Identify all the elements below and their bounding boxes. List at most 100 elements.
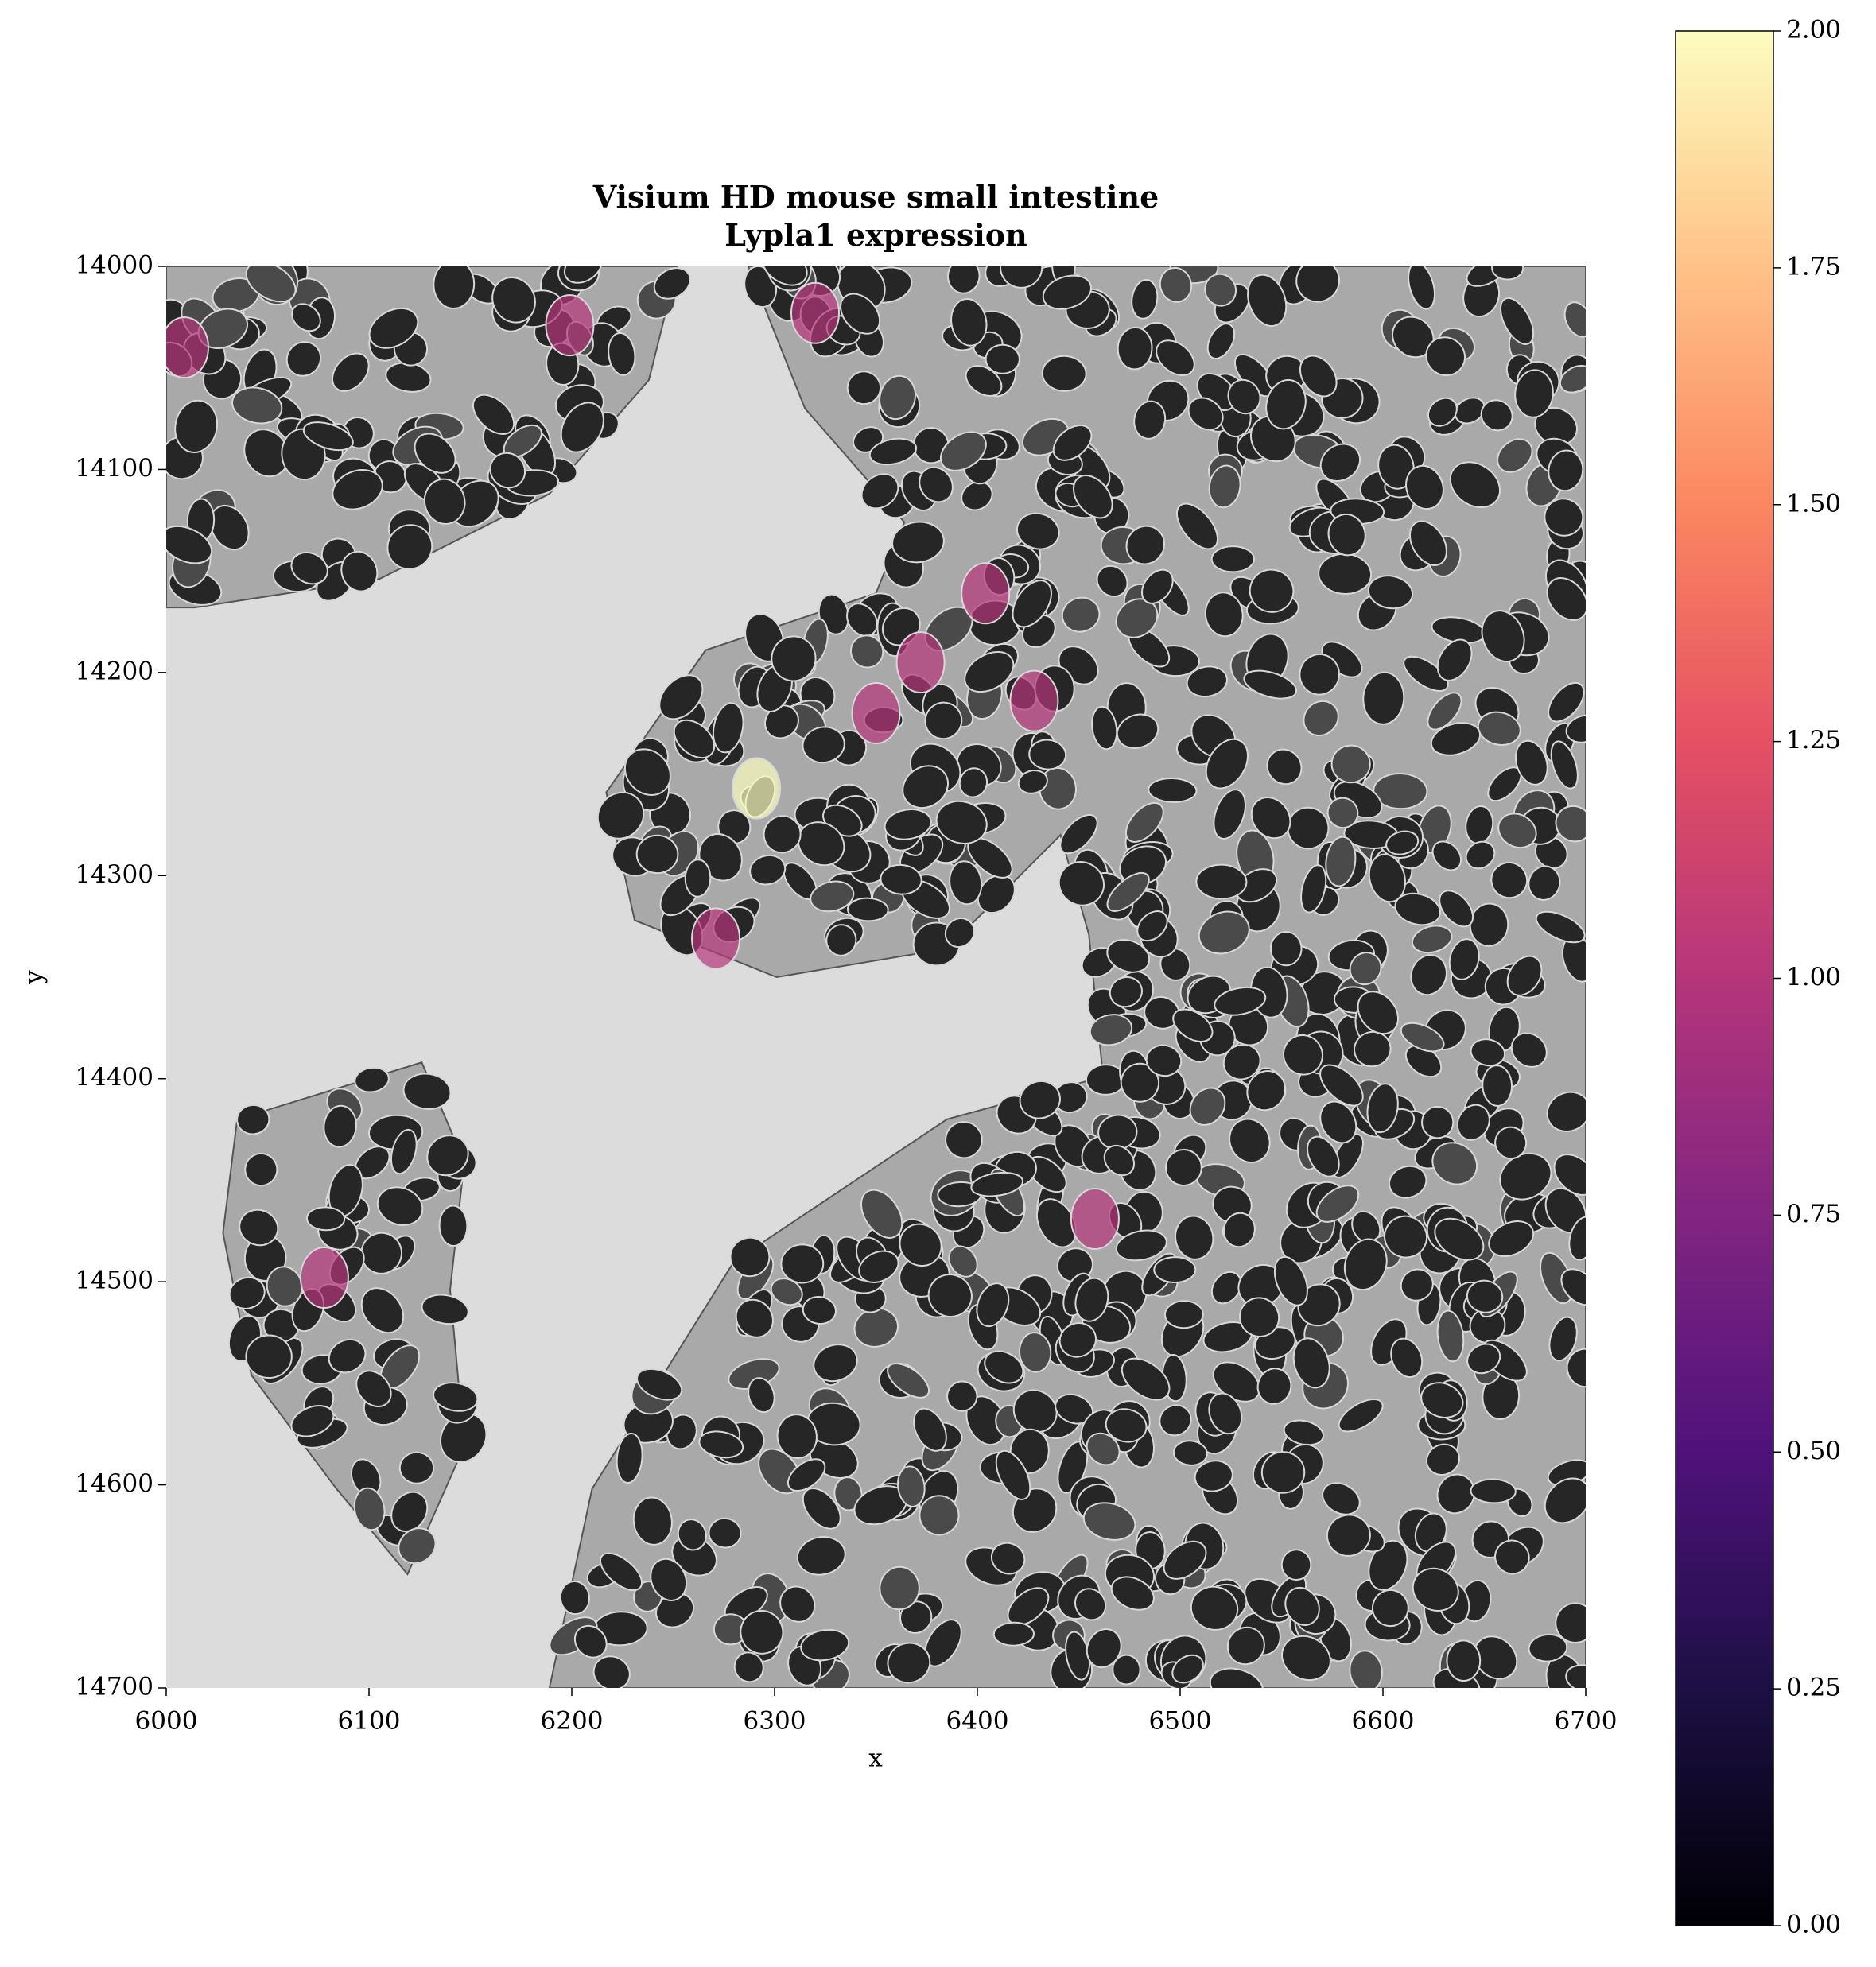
nucleus (592, 1655, 631, 1688)
nucleus (1283, 1034, 1323, 1076)
nucleus (1229, 1118, 1271, 1164)
nucleus (1082, 1502, 1136, 1541)
nucleus (1214, 986, 1267, 1016)
colorbar-tick-label: 1.00 (1786, 963, 1841, 991)
nucleus (1411, 925, 1453, 954)
nucleus (924, 701, 963, 740)
nucleus (1059, 813, 1098, 855)
nucleus (1136, 910, 1168, 942)
y-tick-label: 14600 (75, 1469, 153, 1498)
nucleus (1213, 789, 1246, 840)
nucleus (290, 551, 328, 585)
nucleus (1204, 592, 1244, 638)
nucleus (1012, 1389, 1058, 1434)
x-tick-label: 6400 (946, 1707, 1009, 1736)
nucleus (1548, 681, 1585, 723)
nucleus (763, 815, 802, 854)
nucleus (787, 1458, 826, 1492)
x-tick-label: 6000 (135, 1707, 198, 1736)
nucleus (984, 1350, 1024, 1384)
nucleus (1427, 692, 1462, 731)
nucleus (1292, 1337, 1330, 1389)
nucleus (1110, 1576, 1155, 1611)
nucleus (1367, 575, 1414, 610)
nucleus (879, 374, 916, 421)
nucleus (1548, 449, 1584, 492)
nucleus (1403, 655, 1449, 692)
nucleus (1106, 871, 1150, 912)
nucleus (1430, 722, 1482, 756)
nucleus (1431, 840, 1462, 871)
nucleus (800, 1628, 850, 1662)
nucleus (1256, 1368, 1292, 1405)
x-tick-label: 6200 (541, 1707, 604, 1736)
nucleus (1190, 1585, 1239, 1631)
nucleus (1222, 1212, 1256, 1248)
nucleus (1544, 498, 1584, 537)
nucleus (616, 1432, 643, 1484)
nucleus (231, 386, 283, 425)
nucleus (946, 1380, 978, 1412)
nucleus (1431, 1142, 1478, 1185)
nucleus (1535, 910, 1586, 944)
nucleus (1470, 1478, 1517, 1504)
nucleus (1515, 739, 1548, 786)
nucleus (677, 1519, 707, 1551)
nucleus (433, 266, 476, 310)
colorbar (1675, 30, 1774, 1926)
nucleus (1172, 1008, 1214, 1042)
y-tick-label: 14700 (75, 1673, 153, 1701)
expression-cells (166, 281, 1120, 1309)
nucleus (1325, 836, 1357, 887)
nucleus (332, 352, 370, 392)
cell (166, 316, 209, 379)
nucleus (1145, 1044, 1183, 1077)
nucleus (328, 1338, 367, 1374)
nucleus (1133, 400, 1167, 440)
cell (545, 294, 595, 357)
nucleus (846, 897, 889, 922)
nucleus (1148, 777, 1198, 803)
nucleus (1427, 397, 1458, 427)
nucleus (1466, 266, 1508, 287)
nucleus (1260, 1451, 1306, 1494)
nucleus (860, 473, 899, 510)
nucleus (761, 266, 808, 286)
cell (299, 1247, 349, 1309)
nucleus (1195, 863, 1248, 900)
nucleus (1494, 1539, 1530, 1575)
nucleus (1017, 769, 1048, 794)
nucleus (653, 267, 691, 300)
nucleus (1488, 1220, 1535, 1257)
y-tick-label: 14500 (75, 1267, 153, 1295)
nucleus (1494, 1126, 1528, 1160)
nucleus (1175, 502, 1218, 550)
chart-title: Visium HD mouse small intestine Lypla1 e… (592, 179, 1159, 253)
nucleus (236, 1104, 270, 1135)
cell (961, 562, 1011, 625)
nucleus (1247, 274, 1288, 328)
nucleus (1140, 568, 1174, 604)
nucleus (1421, 1105, 1455, 1139)
nucleus (1510, 1032, 1548, 1068)
y-tick-label: 14100 (75, 454, 153, 483)
nucleus (1546, 1091, 1586, 1132)
nucleus (1109, 976, 1143, 1008)
nucleus (1425, 1443, 1461, 1476)
nucleus (735, 1298, 774, 1338)
nucleus (1299, 355, 1338, 398)
cell (895, 631, 946, 694)
nucleus (650, 1558, 688, 1601)
nucleus (1052, 425, 1093, 461)
cell (1009, 669, 1059, 732)
nucleus (1553, 1154, 1586, 1196)
nucleus (999, 266, 1043, 289)
nucleus (858, 1250, 899, 1283)
nucleus (608, 332, 636, 376)
y-tick-label: 14000 (75, 251, 153, 280)
nucleus (360, 1232, 402, 1274)
nucleus (1307, 1135, 1340, 1177)
nucleus (1412, 1567, 1459, 1612)
colorbar-tick-label: 1.50 (1786, 489, 1841, 518)
